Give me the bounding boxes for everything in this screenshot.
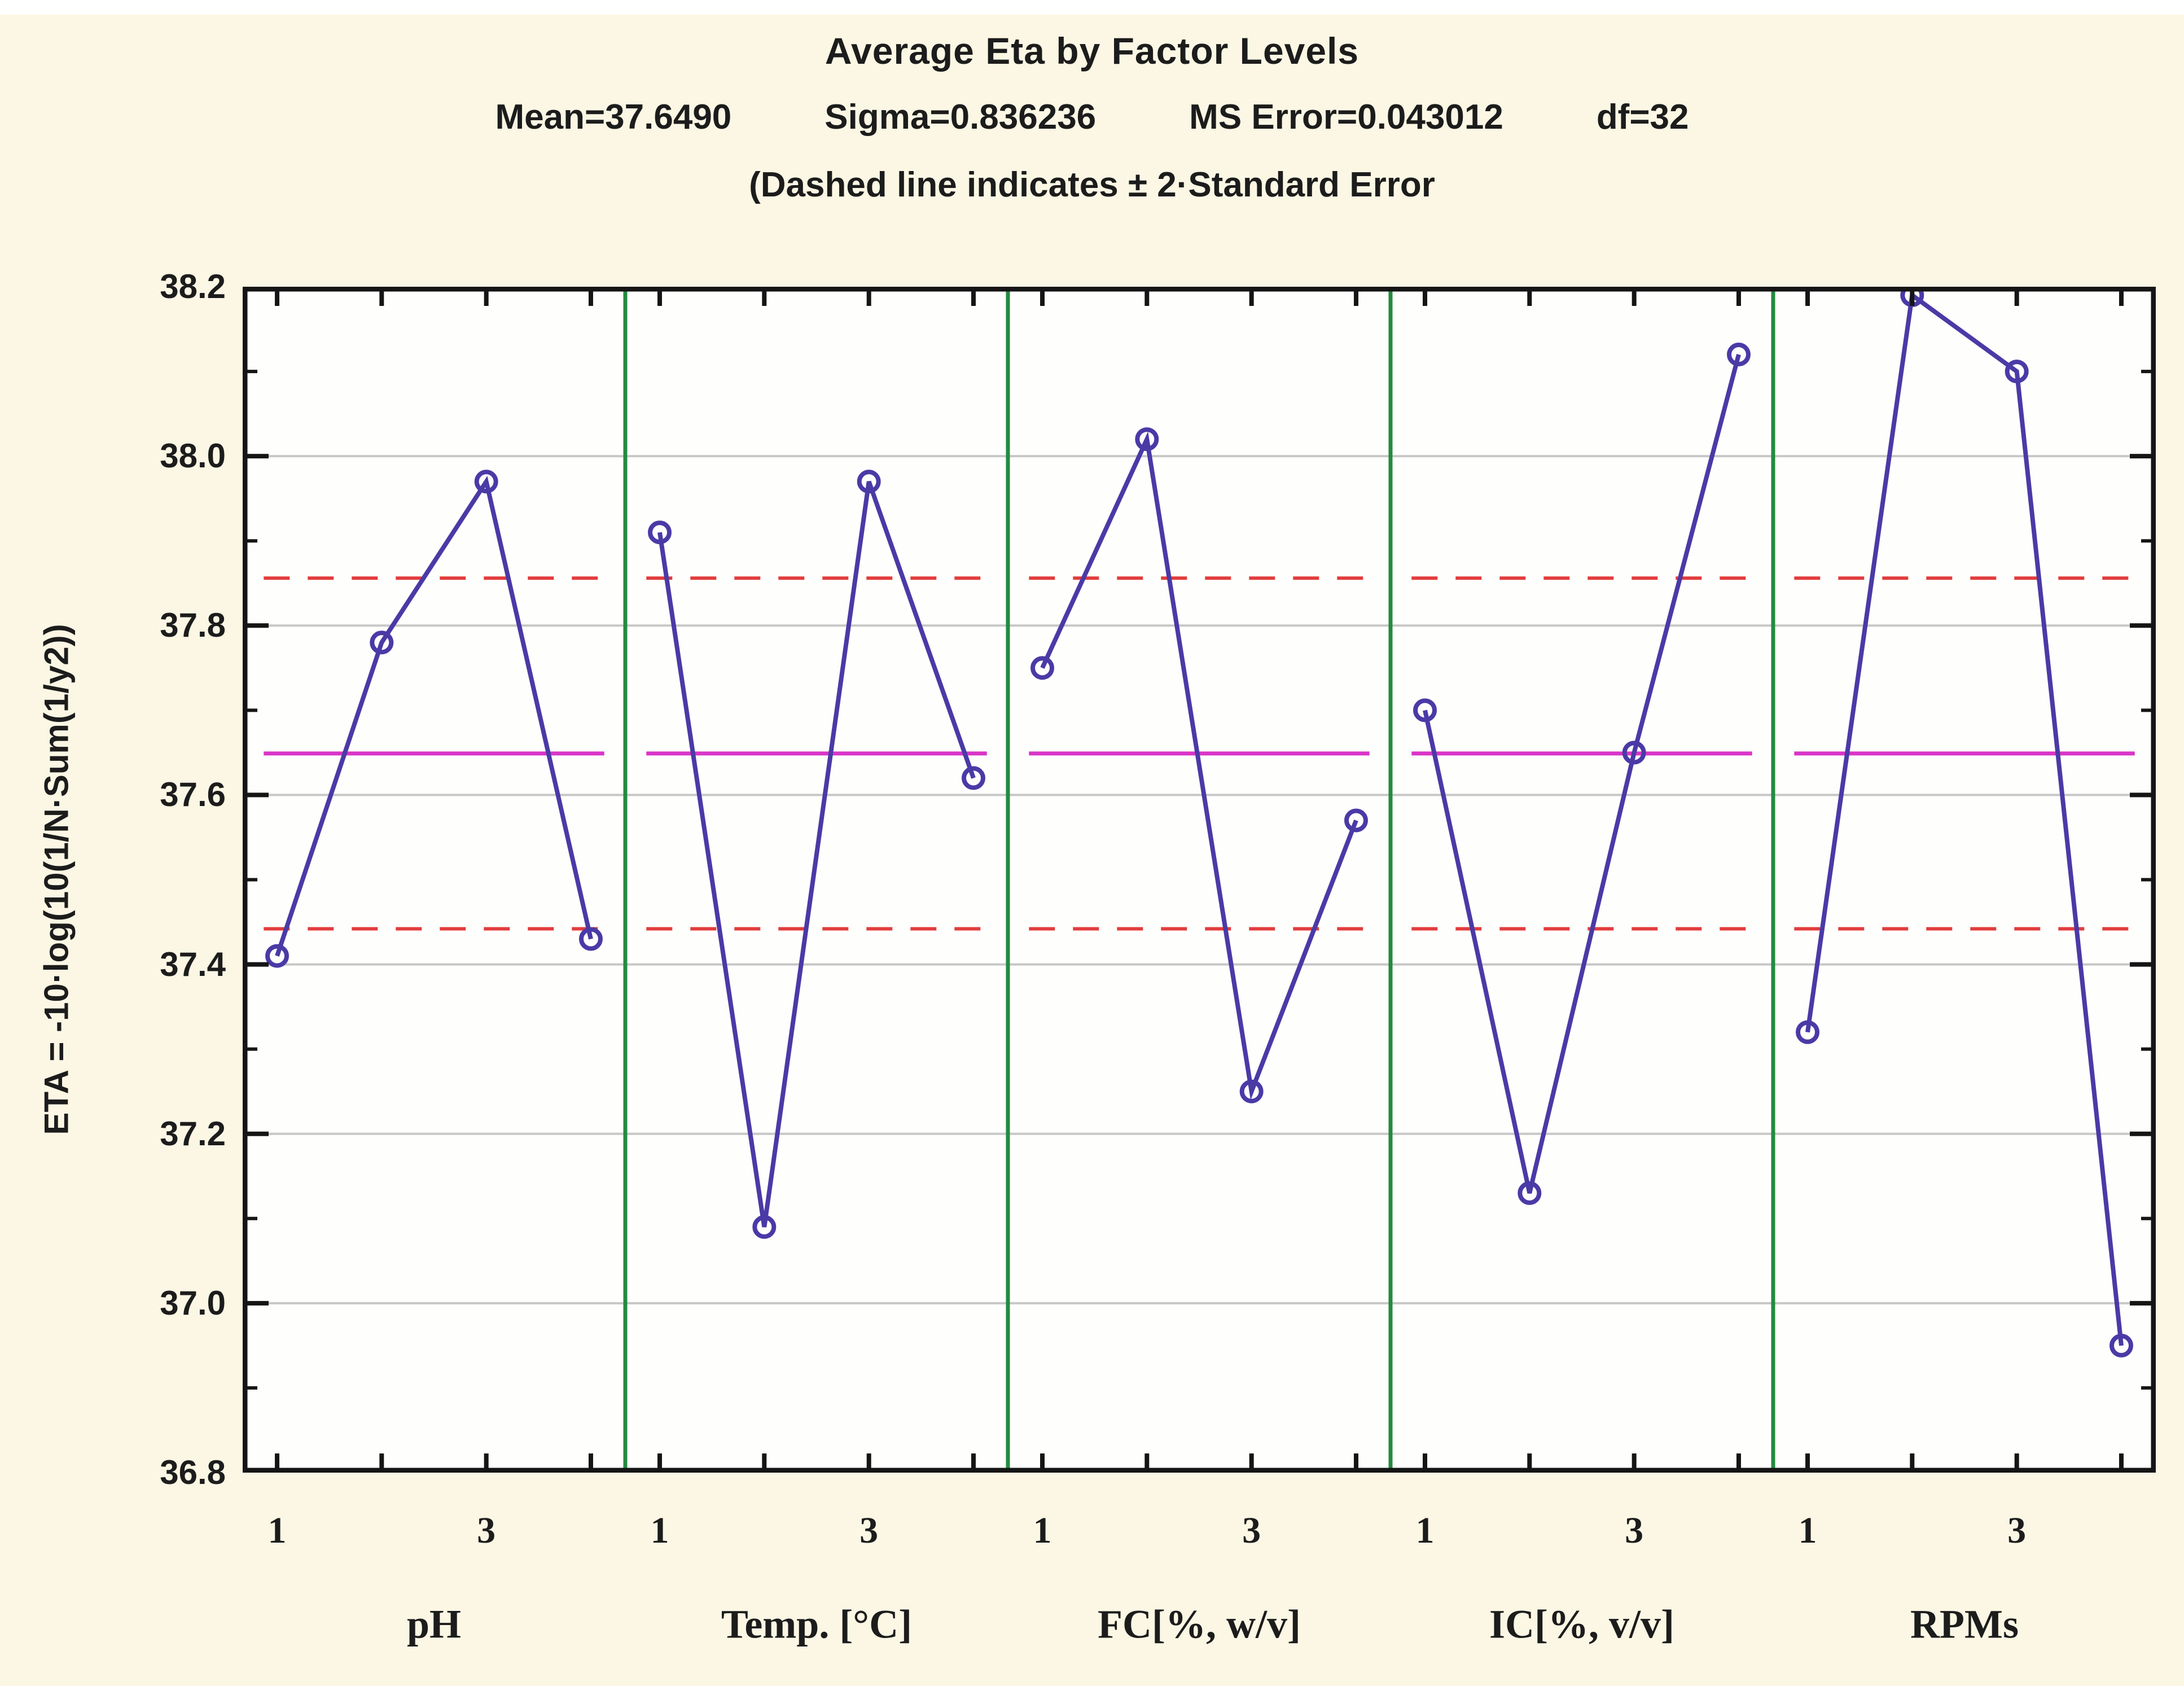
data-point [961, 766, 985, 790]
plot-area [243, 287, 2156, 1473]
data-point [578, 927, 603, 951]
x-tick-label: 1 [650, 1510, 669, 1551]
x-tick-label: 1 [1415, 1510, 1435, 1551]
y-axis-label: ETA = -10·log(10(1/N·Sum(1/y2)) [37, 624, 76, 1135]
top-white-strip [0, 0, 2184, 15]
series-line-pH [275, 476, 593, 957]
series-line-Temp. [°C] [657, 480, 976, 1228]
factor-label-4: IC[%, v/v] [1489, 1601, 1674, 1647]
y-tick-label: 37.6 [160, 776, 226, 814]
data-point [857, 470, 881, 494]
chart-title: Average Eta by Factor Levels [825, 30, 1359, 72]
stat-ms-error: MS Error=0.043012 [1189, 98, 1503, 137]
data-point [1413, 698, 1437, 722]
data-point [474, 470, 498, 494]
data-point [370, 630, 394, 655]
data-point [1344, 808, 1368, 833]
y-tick-label: 38.2 [160, 268, 226, 305]
plot-background [243, 287, 2156, 1473]
x-tick-label: 3 [859, 1510, 879, 1551]
data-point [1518, 1181, 1542, 1205]
series-line-IC[%, v/v] [1423, 354, 1741, 1194]
x-tick-label: 3 [1242, 1510, 1261, 1551]
data-point [2005, 360, 2029, 384]
factor-label-5: RPMs [1910, 1601, 2019, 1647]
data-point [1135, 427, 1159, 452]
plot-border [243, 287, 2156, 1473]
y-tick-label: 37.0 [160, 1284, 226, 1322]
factor-label-2: Temp. [°C] [721, 1601, 913, 1647]
data-point [1622, 741, 1646, 765]
data-point [1796, 1020, 1820, 1044]
data-point [1239, 1079, 1264, 1103]
data-point [648, 520, 672, 545]
data-point [2109, 1333, 2133, 1357]
factor-label-3: FC[%, w/v] [1098, 1601, 1301, 1647]
y-tick-label: 37.4 [160, 945, 226, 983]
data-point [1726, 343, 1751, 367]
x-tick-label: 3 [477, 1510, 496, 1551]
x-tick-label: 1 [1033, 1510, 1052, 1551]
x-tick-label: 3 [2007, 1510, 2027, 1551]
y-tick-label: 37.8 [160, 606, 226, 645]
stats-row: Mean=37.6490 Sigma=0.836236 MS Error=0.0… [0, 97, 2184, 137]
data-point [752, 1215, 777, 1239]
series-line-FC[%, w/v] [1040, 431, 1358, 1100]
y-tick-label: 37.2 [160, 1114, 226, 1153]
y-tick-label: 36.8 [160, 1453, 226, 1491]
factor-label-1: pH [406, 1601, 462, 1647]
stat-df: df=32 [1596, 98, 1689, 137]
chart-subtitle: (Dashed line indicates ± 2·Standard Erro… [749, 165, 1435, 204]
data-point [1030, 656, 1055, 680]
x-tick-label: 1 [267, 1510, 287, 1551]
data-point [265, 944, 290, 968]
y-tick-label: 38.0 [160, 437, 226, 475]
stat-sigma: Sigma=0.836236 [825, 98, 1097, 137]
x-tick-label: 1 [1798, 1510, 1817, 1551]
x-tick-label: 3 [1625, 1510, 1644, 1551]
series-line-RPMs [1805, 291, 2124, 1346]
stat-mean: Mean=37.6490 [495, 98, 732, 137]
